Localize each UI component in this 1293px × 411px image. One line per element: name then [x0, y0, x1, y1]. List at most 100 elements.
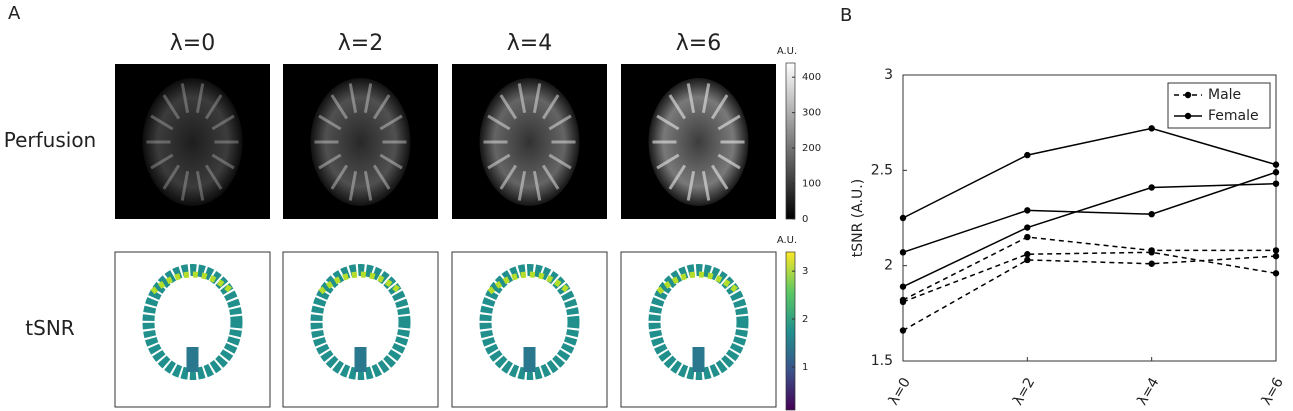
- gyrus: [717, 153, 741, 170]
- gyrus: [372, 94, 391, 120]
- gyrus: [710, 164, 729, 190]
- tsnr-highlight: [487, 271, 572, 295]
- gyrus: [548, 114, 572, 131]
- gyrus: [348, 170, 358, 201]
- legend-label: Male: [1208, 87, 1241, 103]
- tsnr-stem: [354, 347, 367, 372]
- gyrus: [541, 94, 560, 120]
- line: [902, 255, 1277, 332]
- gyrus: [363, 170, 373, 201]
- colorbar: [785, 62, 796, 220]
- y-tick-label: 2: [884, 258, 893, 274]
- line: [902, 251, 1277, 303]
- gyrus: [487, 114, 511, 131]
- y-tick-label: 3: [884, 67, 893, 83]
- brain: [648, 78, 749, 206]
- gyrus: [532, 83, 542, 114]
- gyrus: [517, 83, 527, 114]
- brain: [310, 78, 411, 206]
- gyrus: [211, 153, 235, 170]
- legend-marker: [1184, 112, 1192, 120]
- gyrus: [541, 164, 560, 190]
- line: [902, 182, 1277, 288]
- marker: [899, 327, 907, 334]
- marker: [1024, 151, 1031, 159]
- tsnr-stem: [692, 347, 705, 372]
- marker: [1024, 224, 1031, 231]
- tsnr-stem: [186, 347, 199, 372]
- gyrus: [717, 114, 741, 131]
- legend-label: Female: [1208, 108, 1259, 124]
- gyrus: [348, 83, 358, 114]
- tsnr-stem: [523, 347, 536, 372]
- colorbar-unit: A.U.: [777, 46, 797, 57]
- colorbar-tick-label: 200: [802, 143, 821, 154]
- gyrus: [318, 114, 342, 131]
- gyrus: [499, 94, 518, 120]
- gyrus: [162, 164, 181, 190]
- gyrus: [180, 170, 190, 201]
- colorbar-tick-label: 100: [802, 179, 821, 190]
- gyrus: [686, 83, 696, 114]
- colorbar-tick-label: 0: [802, 214, 808, 225]
- gyrus: [701, 83, 711, 114]
- tsnr-highlight: [318, 271, 403, 295]
- gyrus: [668, 94, 687, 120]
- gyrus: [499, 164, 518, 190]
- row-label: tSNR: [25, 316, 74, 340]
- marker: [1024, 256, 1031, 264]
- gyrus: [195, 170, 205, 201]
- marker: [1148, 125, 1155, 132]
- gyrus: [517, 170, 527, 201]
- line: [902, 236, 1276, 301]
- marker: [1272, 270, 1280, 277]
- y-tick-label: 1.5: [871, 353, 893, 369]
- tsnr-image: [282, 251, 439, 408]
- tsnr-highlight: [150, 271, 235, 295]
- colorbar-tick-label: 3: [802, 266, 808, 277]
- gyrus: [379, 114, 403, 131]
- gyrus: [195, 83, 205, 114]
- gyrus: [204, 94, 223, 120]
- gyrus: [656, 153, 680, 170]
- x-tick-label: λ=0: [886, 375, 914, 408]
- legend-marker: [1184, 91, 1192, 99]
- marker: [1272, 161, 1280, 168]
- panel-label: A: [8, 3, 21, 24]
- marker: [899, 298, 907, 306]
- gyrus: [656, 114, 680, 131]
- colorbar-tick-label: 300: [802, 108, 821, 119]
- gyrus: [686, 170, 696, 201]
- tsnr-image: [114, 251, 271, 408]
- line: [902, 171, 1277, 254]
- marker: [1272, 252, 1280, 260]
- marker: [1272, 180, 1280, 187]
- gyrus: [668, 164, 687, 190]
- gyrus: [150, 153, 174, 170]
- marker: [1148, 210, 1155, 218]
- marker: [899, 249, 907, 256]
- marker: [1148, 249, 1155, 256]
- column-title: λ=2: [338, 31, 383, 56]
- marker: [1024, 233, 1031, 241]
- row-label: Perfusion: [4, 128, 96, 152]
- gyrus: [710, 94, 729, 120]
- brain: [142, 78, 243, 206]
- marker: [1148, 184, 1155, 191]
- tsnr-image: [620, 251, 777, 408]
- marker: [1024, 251, 1031, 258]
- tsnr-ring: [648, 264, 749, 380]
- y-tick-label: 2.5: [871, 162, 893, 178]
- gyrus: [532, 170, 542, 201]
- tsnr-image: [451, 251, 608, 408]
- gyrus: [150, 114, 174, 131]
- marker: [899, 283, 907, 290]
- legend-box: [1167, 82, 1271, 129]
- column-title: λ=0: [170, 31, 215, 56]
- y-axis-label: tSNR (A.U.): [850, 179, 866, 257]
- panel-label: B: [840, 5, 852, 26]
- gyrus: [162, 94, 181, 120]
- gyrus: [211, 114, 235, 131]
- x-tick-label: λ=2: [1010, 375, 1038, 408]
